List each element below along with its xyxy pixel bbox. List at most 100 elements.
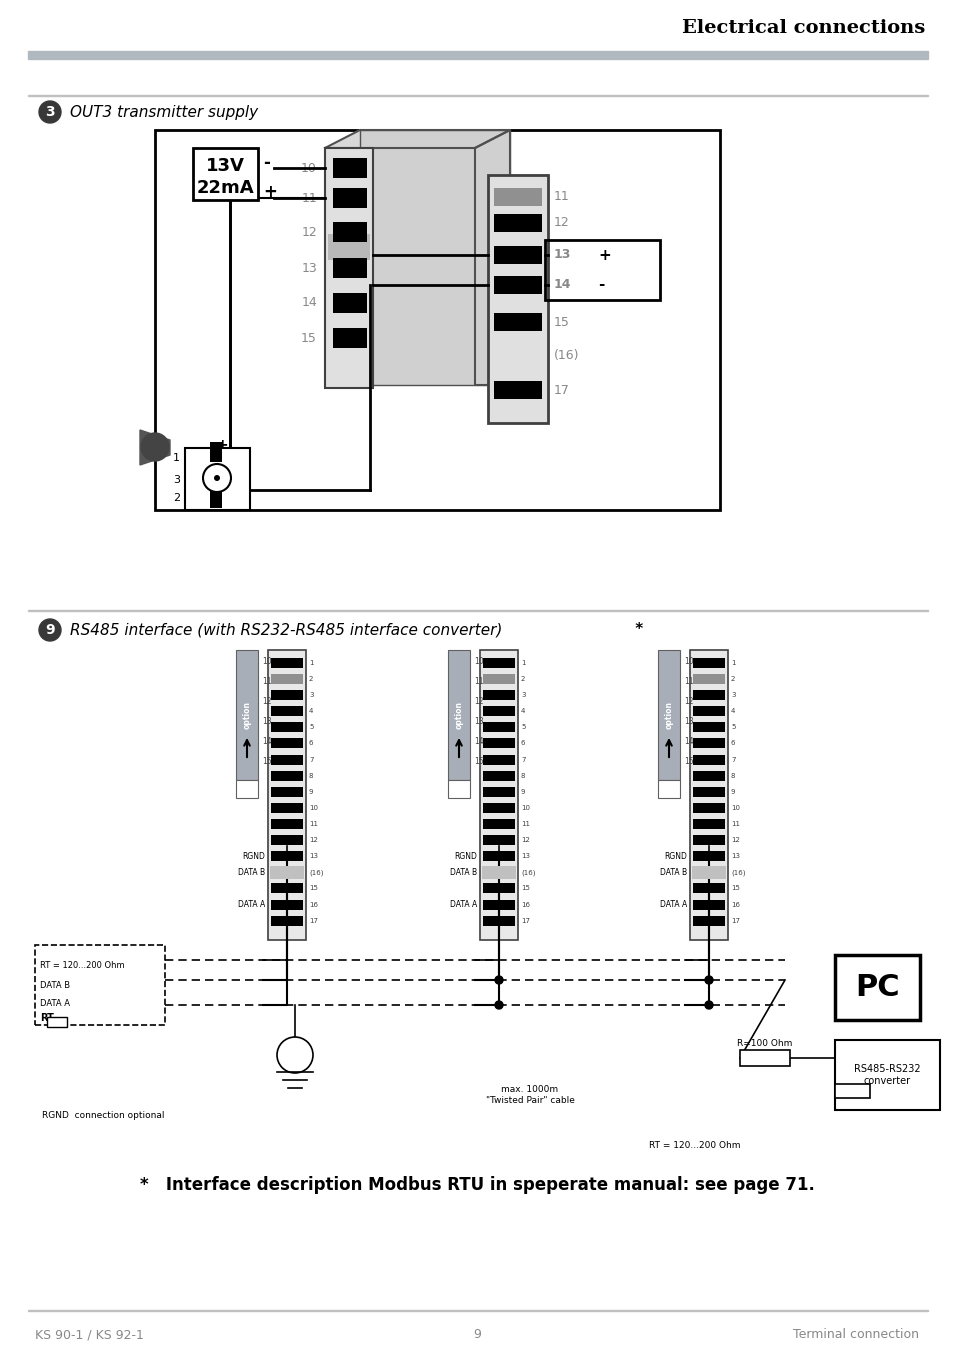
Bar [692, 916, 724, 925]
Text: RS485 interface (with RS232-RS485 interface converter): RS485 interface (with RS232-RS485 interf… [70, 623, 502, 638]
Bar [658, 650, 679, 780]
Text: *: * [629, 623, 642, 638]
Text: +: + [263, 182, 276, 201]
Text: 17: 17 [554, 384, 569, 396]
Bar [193, 149, 257, 200]
Text: OUT3 transmitter supply: OUT3 transmitter supply [70, 104, 258, 119]
Text: 13: 13 [309, 854, 317, 859]
Bar [482, 755, 515, 765]
Text: (16): (16) [730, 869, 744, 875]
Bar [482, 802, 515, 813]
Text: 15: 15 [309, 885, 317, 892]
Text: 12: 12 [554, 216, 569, 230]
Text: DATA A: DATA A [237, 900, 265, 909]
Bar [47, 1017, 67, 1027]
Text: RS485-RS232
converter: RS485-RS232 converter [853, 1065, 920, 1086]
Circle shape [203, 463, 231, 492]
Bar [544, 240, 659, 300]
Text: DATA A: DATA A [40, 998, 70, 1008]
Text: option: option [242, 701, 252, 730]
Bar [271, 739, 303, 748]
Text: 7: 7 [309, 757, 314, 762]
Bar [692, 851, 724, 861]
Bar [740, 1050, 789, 1066]
Text: RGND: RGND [454, 851, 476, 861]
Text: 2: 2 [730, 676, 735, 682]
Text: 9: 9 [473, 1328, 480, 1342]
Text: 9: 9 [730, 789, 735, 794]
Text: 14: 14 [554, 278, 571, 292]
Text: 2: 2 [172, 493, 180, 503]
Text: 17: 17 [309, 917, 317, 924]
Text: +: + [598, 247, 610, 262]
Text: option: option [664, 701, 673, 730]
Text: 6: 6 [520, 740, 525, 747]
Polygon shape [140, 430, 170, 465]
Bar [271, 674, 303, 684]
Circle shape [704, 975, 712, 984]
Text: 13: 13 [262, 717, 272, 727]
Bar [494, 313, 541, 331]
Text: (16): (16) [520, 869, 535, 875]
Bar [210, 442, 222, 462]
Text: 6: 6 [730, 740, 735, 747]
Bar [333, 293, 367, 313]
Bar [834, 1084, 869, 1098]
Bar [328, 234, 370, 259]
Bar [271, 851, 303, 861]
Bar [333, 158, 367, 178]
Text: 13: 13 [683, 717, 693, 727]
Text: 15: 15 [683, 758, 693, 766]
Text: 3: 3 [172, 476, 180, 485]
Text: 12: 12 [520, 838, 529, 843]
Bar [270, 866, 304, 878]
Bar [692, 723, 724, 732]
Text: 5: 5 [309, 724, 313, 731]
Text: 15: 15 [520, 885, 529, 892]
Bar [482, 900, 515, 909]
Bar [692, 786, 724, 797]
Text: 10: 10 [301, 162, 316, 174]
Text: 13: 13 [474, 717, 483, 727]
Bar [333, 258, 367, 278]
Text: 10: 10 [730, 805, 740, 811]
Bar [333, 222, 367, 242]
Text: 14: 14 [474, 738, 483, 747]
Text: 15: 15 [554, 316, 569, 328]
Text: 2: 2 [309, 676, 313, 682]
Text: 15: 15 [262, 758, 272, 766]
Bar [494, 381, 541, 399]
Text: 12: 12 [309, 838, 317, 843]
Text: 9: 9 [309, 789, 314, 794]
Circle shape [141, 434, 169, 461]
Text: 11: 11 [683, 677, 693, 686]
Text: 4: 4 [309, 708, 313, 715]
Text: DATA A: DATA A [449, 900, 476, 909]
Bar [271, 786, 303, 797]
Bar [210, 488, 222, 508]
Text: 3: 3 [520, 692, 525, 698]
Text: 12: 12 [474, 697, 483, 707]
Bar [28, 51, 927, 59]
Bar [482, 723, 515, 732]
Bar [482, 739, 515, 748]
Text: 10: 10 [520, 805, 530, 811]
Bar [482, 884, 515, 893]
Bar [271, 802, 303, 813]
Text: 12: 12 [262, 697, 272, 707]
Text: DATA B: DATA B [450, 867, 476, 877]
Bar [28, 1309, 927, 1310]
Bar [482, 658, 515, 667]
Bar [692, 900, 724, 909]
Text: 10: 10 [262, 658, 272, 666]
Bar [271, 916, 303, 925]
Bar [834, 955, 919, 1020]
Bar [692, 884, 724, 893]
Bar [482, 786, 515, 797]
Bar [448, 780, 470, 798]
Text: 11: 11 [301, 192, 316, 204]
Text: 7: 7 [520, 757, 525, 762]
Text: 10: 10 [309, 805, 317, 811]
Bar [271, 819, 303, 830]
Text: 5: 5 [520, 724, 525, 731]
